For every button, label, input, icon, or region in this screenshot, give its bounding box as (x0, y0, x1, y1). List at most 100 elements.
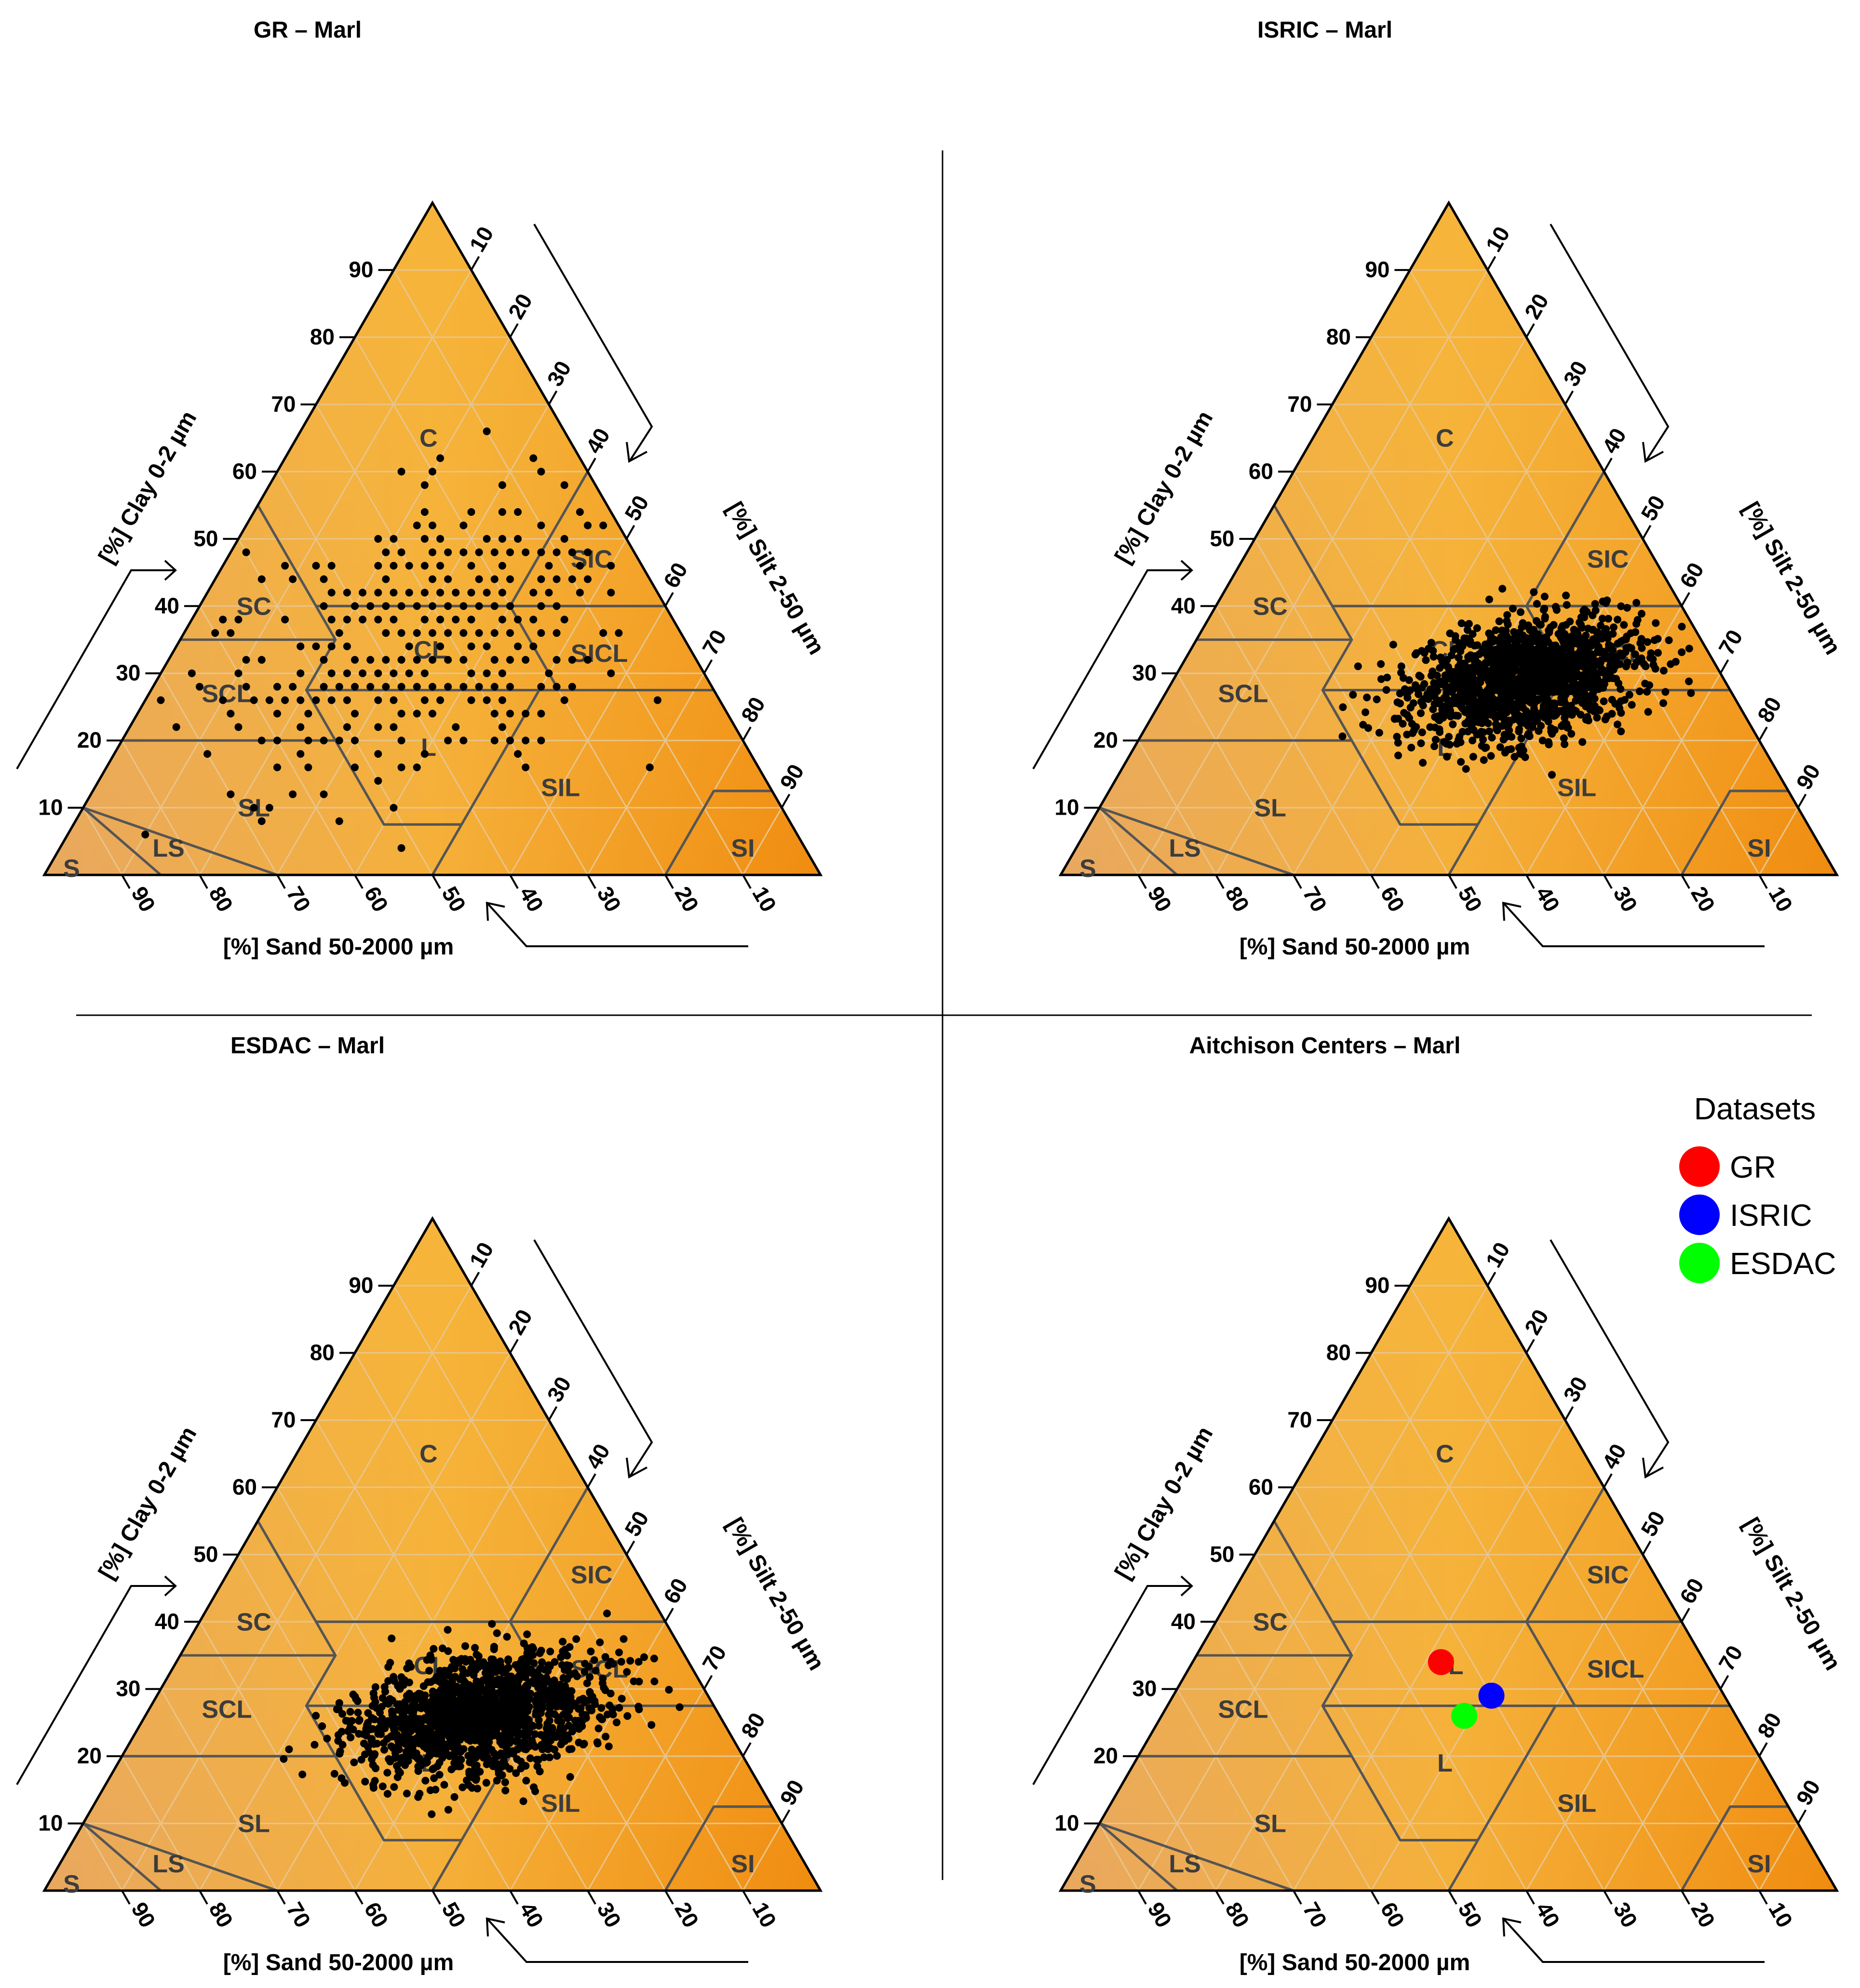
data-point (273, 763, 281, 771)
legend-swatch-esdac (1679, 1243, 1720, 1283)
data-point (1498, 585, 1507, 593)
data-point (1393, 733, 1401, 741)
data-point (390, 723, 398, 731)
clay-tick-label: 70 (1287, 391, 1312, 416)
data-point (188, 669, 196, 677)
data-point (414, 1762, 422, 1771)
data-point (526, 1690, 535, 1698)
data-point (1498, 626, 1506, 634)
data-point (483, 696, 491, 704)
data-point (429, 683, 436, 691)
data-point (1394, 739, 1402, 747)
data-point (640, 1653, 648, 1661)
data-point (599, 629, 607, 637)
data-point (397, 844, 405, 852)
data-point (464, 1781, 472, 1789)
data-point (568, 656, 576, 664)
data-point (445, 1672, 453, 1680)
data-point (1510, 709, 1519, 717)
data-point (1468, 722, 1476, 730)
data-point (1465, 620, 1473, 628)
data-point (1503, 617, 1511, 625)
data-point (1599, 684, 1607, 692)
legend-label-gr: GR (1730, 1150, 1776, 1184)
data-point (397, 683, 405, 691)
data-point (490, 602, 499, 610)
data-point (335, 683, 343, 691)
data-point (1511, 700, 1519, 708)
data-point (440, 1781, 448, 1789)
data-point (506, 602, 514, 610)
data-point (1469, 737, 1477, 745)
clay-tick-label: 40 (155, 593, 179, 618)
data-point (1382, 686, 1390, 694)
data-point (572, 1635, 580, 1643)
data-point (615, 1704, 623, 1712)
data-point (465, 1768, 473, 1775)
sand-tick-mark (276, 1890, 286, 1905)
data-point (1576, 640, 1584, 648)
data-point (1417, 739, 1425, 747)
data-point (1594, 669, 1603, 677)
data-point (459, 629, 468, 637)
data-point (370, 1715, 378, 1723)
data-point (1445, 740, 1454, 749)
data-point (344, 1717, 352, 1725)
data-point (566, 1773, 574, 1781)
data-point (560, 696, 568, 704)
grid-line-silt (1525, 1621, 1683, 1891)
data-point (366, 656, 375, 664)
ternary-panel-isric: ISRIC – MarlCSICSCCLSICLSCLLSILSLLSSSI10… (1032, 17, 1846, 960)
data-point (1403, 730, 1411, 739)
silt-tick-mark (1486, 1272, 1496, 1287)
data-point (432, 1713, 440, 1721)
class-label-si: SI (1747, 834, 1771, 862)
data-point (507, 1695, 515, 1703)
data-point (1495, 647, 1503, 656)
data-point (1473, 624, 1481, 632)
data-point (1601, 654, 1609, 662)
data-point (1661, 688, 1670, 696)
data-point (312, 696, 320, 704)
data-point (413, 710, 421, 718)
data-point (453, 1682, 461, 1691)
clay-tick-label: 10 (38, 1811, 63, 1836)
class-label-s: S (63, 1870, 80, 1898)
data-point (551, 1658, 559, 1666)
data-point (538, 1658, 546, 1666)
data-point (343, 669, 351, 677)
data-point (1608, 696, 1616, 704)
data-point (501, 1787, 510, 1795)
data-point (1469, 668, 1477, 676)
data-point (514, 642, 522, 650)
data-point (1589, 651, 1597, 659)
data-point (483, 427, 491, 435)
data-point (297, 723, 305, 731)
data-point (512, 1737, 520, 1745)
data-point (1548, 683, 1556, 691)
data-point (312, 642, 320, 650)
data-point (1469, 691, 1477, 699)
clay-tick-label: 90 (1365, 1273, 1389, 1298)
data-point (351, 737, 359, 745)
data-point (472, 1694, 480, 1703)
data-point (397, 656, 405, 664)
data-point (436, 589, 445, 597)
data-point (556, 1702, 564, 1710)
data-point (547, 1736, 555, 1745)
data-point (623, 1712, 632, 1720)
axis-arrows (1032, 1239, 1765, 1963)
sand-tick-mark (1215, 1890, 1225, 1905)
class-label-scl: SCL (202, 1696, 252, 1724)
data-point (1561, 740, 1569, 748)
clay-tick-label: 10 (1054, 795, 1079, 820)
data-point (514, 535, 522, 543)
data-point (531, 1730, 539, 1738)
data-point (392, 1719, 401, 1727)
data-point (493, 1629, 501, 1637)
data-point (141, 831, 149, 839)
data-point (1457, 703, 1466, 711)
data-point (398, 1678, 406, 1686)
legend-swatch-isric (1679, 1195, 1720, 1235)
data-point (615, 629, 623, 637)
